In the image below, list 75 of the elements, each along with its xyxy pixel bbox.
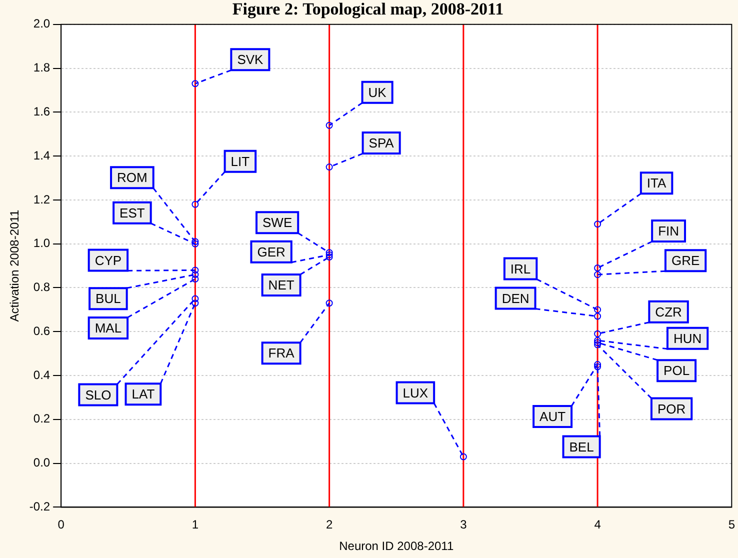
annotation: FRA	[268, 346, 295, 361]
point	[192, 266, 199, 274]
point	[594, 312, 602, 320]
point	[326, 254, 333, 261]
x-tick-label: 2	[326, 518, 333, 532]
point	[326, 122, 333, 129]
annotation: MAL	[94, 320, 122, 336]
annotation: HUN	[673, 330, 702, 346]
annotation: BEL	[569, 439, 594, 454]
annotation: UK	[368, 84, 387, 100]
annotation: BUL	[96, 291, 121, 306]
annotation: DEN	[502, 290, 530, 306]
point	[192, 295, 199, 302]
annotation: GRE	[671, 253, 700, 268]
y-tick-label: 1.0	[33, 236, 50, 250]
annotation: POR	[657, 401, 686, 416]
annotation: GER	[257, 244, 286, 260]
annotation: LIT	[230, 154, 250, 169]
y-axis-title: Activation 2008-2011	[8, 210, 22, 322]
point	[326, 251, 333, 258]
point	[192, 80, 199, 88]
annotation: SPA	[368, 136, 394, 151]
point	[594, 220, 602, 228]
annotation: LUX	[402, 385, 428, 400]
point	[326, 164, 333, 171]
y-tick-label: 0.2	[33, 412, 50, 426]
x-tick-label: 3	[460, 518, 468, 532]
y-tick-label: 1.6	[33, 104, 50, 118]
annotation: CYP	[94, 252, 122, 268]
point	[192, 275, 199, 282]
annotation: POL	[664, 363, 690, 378]
point	[192, 240, 199, 248]
point	[192, 200, 199, 208]
point	[326, 300, 333, 307]
x-tick-label: 5	[728, 518, 736, 532]
point	[460, 453, 467, 460]
annotation: IRL	[510, 261, 531, 276]
y-tick-label: 1.4	[33, 148, 50, 162]
annotation: AUT	[540, 409, 566, 424]
y-tick-label: -0.2	[29, 500, 50, 514]
point	[594, 341, 602, 348]
y-tick-label: 0.4	[33, 368, 50, 382]
y-tick-label: 1.2	[33, 192, 50, 206]
annotation: NET	[268, 278, 294, 293]
x-tick-label: 1	[192, 518, 199, 532]
annotation: SVK	[237, 52, 264, 68]
point	[594, 306, 602, 314]
point	[594, 271, 602, 278]
annotation: LAT	[132, 386, 155, 402]
annotation: FIN	[658, 224, 680, 239]
annotation: ITA	[646, 176, 666, 191]
point	[594, 330, 602, 338]
annotation: ROM	[117, 170, 148, 186]
chart-title: Figure 2: Topological map, 2008-2011	[232, 0, 504, 19]
point	[594, 363, 602, 370]
annotation: SWE	[262, 215, 292, 230]
point	[192, 238, 199, 246]
y-tick-label: 1.8	[33, 60, 50, 75]
annotation: EST	[120, 205, 145, 220]
y-tick-label: 0.0	[33, 456, 50, 470]
y-tick-label: 0.6	[33, 324, 50, 338]
point	[594, 361, 602, 368]
point	[192, 271, 199, 278]
y-tick-label: 0.8	[33, 280, 50, 294]
annotation: CZR	[655, 304, 682, 320]
annotation: SLO	[85, 387, 112, 402]
point	[192, 300, 199, 307]
x-tick-label: 4	[594, 518, 602, 532]
point	[594, 339, 602, 346]
x-axis-title: Neuron ID 2008-2011	[339, 539, 454, 554]
point	[594, 336, 602, 344]
x-tick-label: 0	[58, 518, 65, 532]
point	[594, 264, 602, 272]
y-tick-label: 2.0	[33, 16, 50, 31]
point	[326, 249, 333, 256]
